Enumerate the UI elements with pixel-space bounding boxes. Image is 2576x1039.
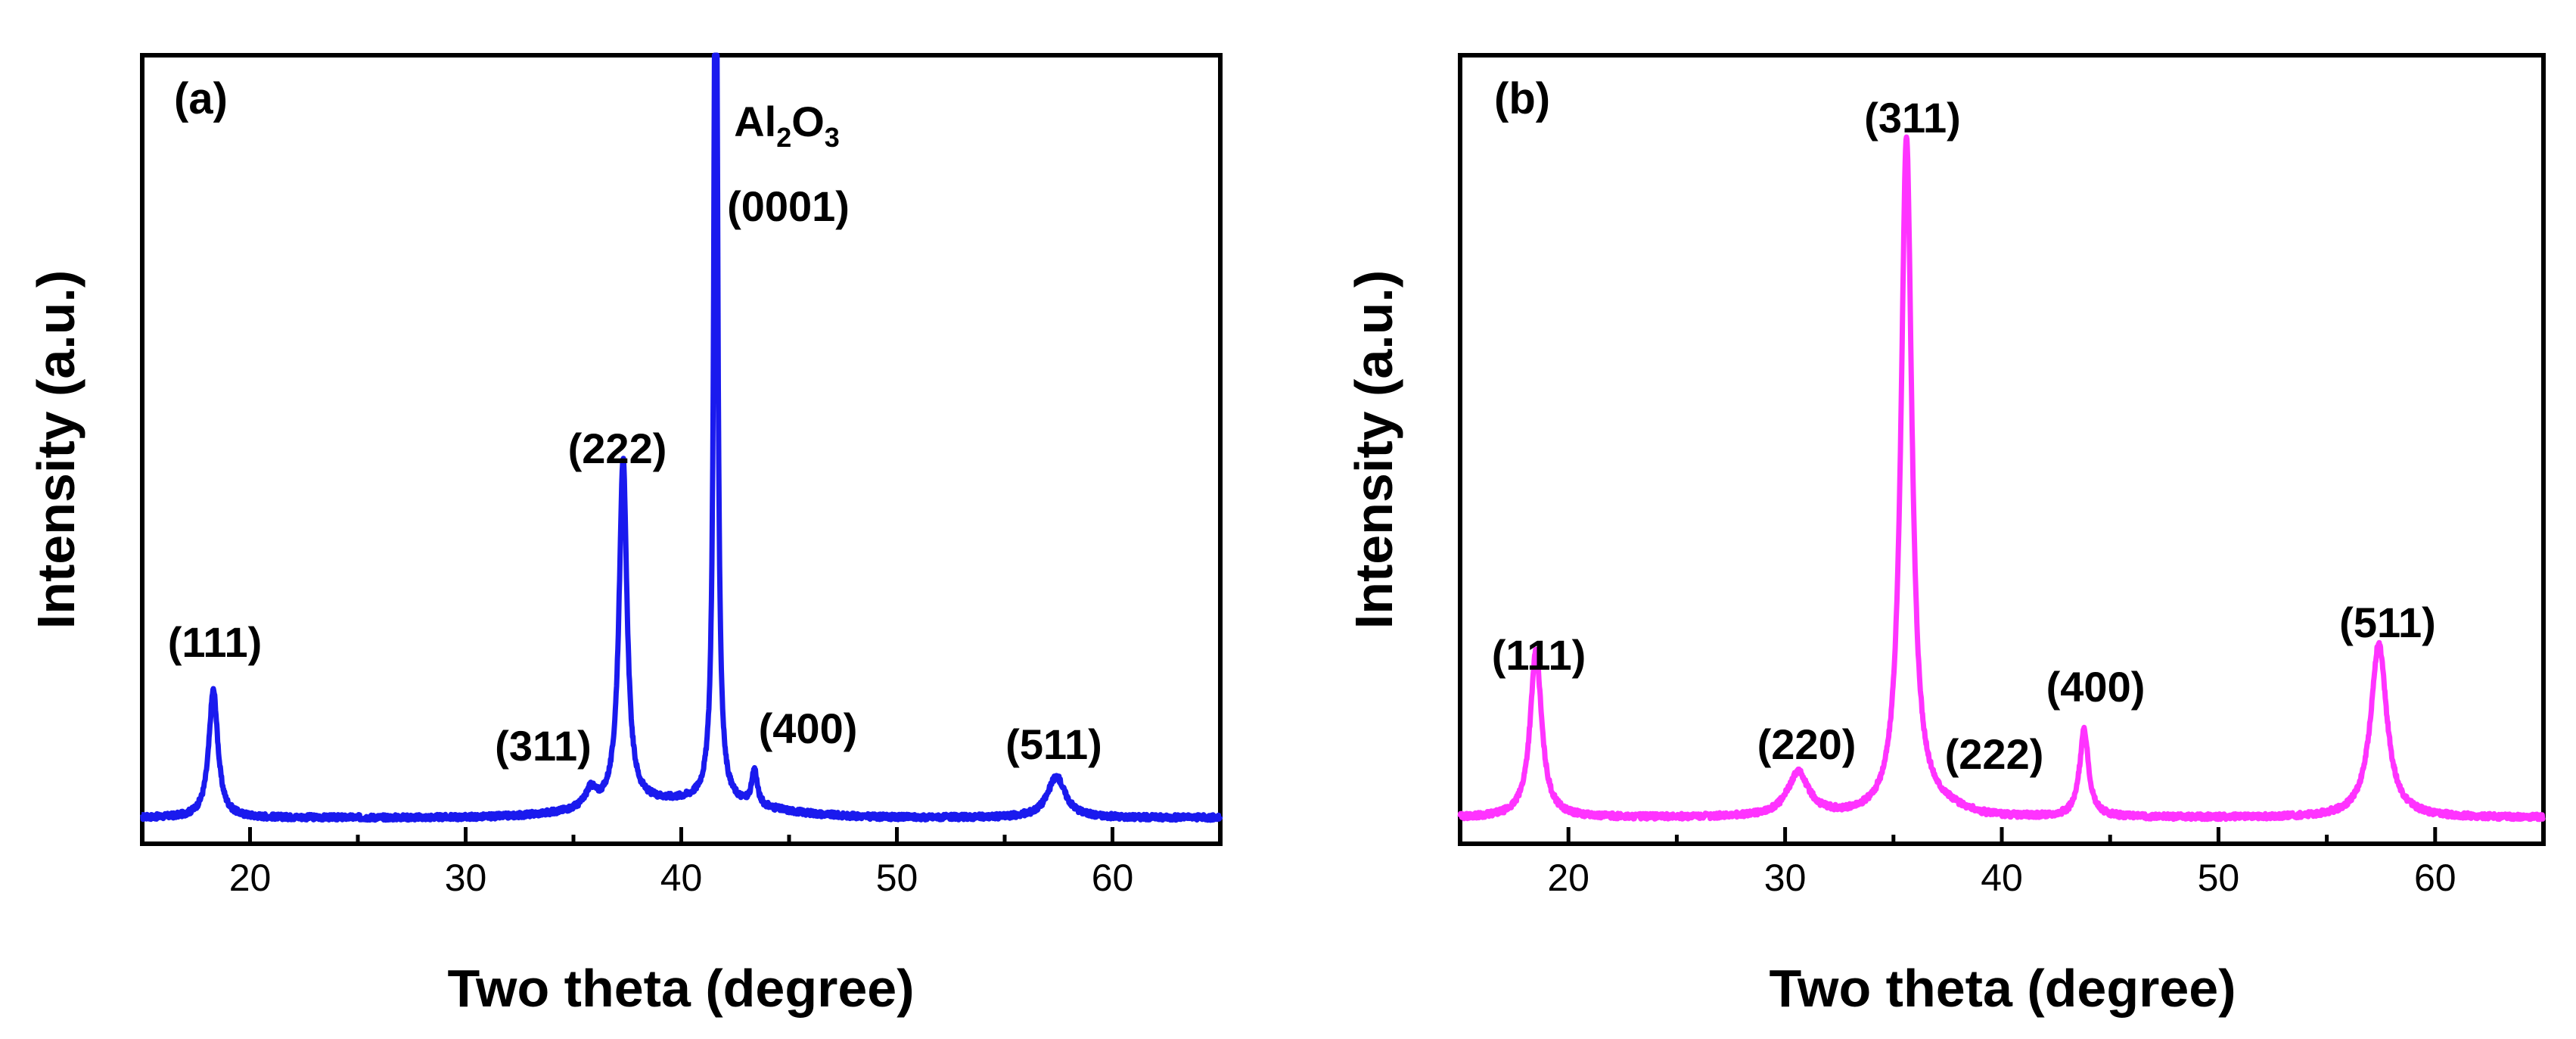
panel-a-y-axis-title: Intensity (a.u.) (26, 270, 85, 629)
panel-a-x-ticks: 20 30 40 50 60 (140, 827, 1223, 899)
panel-b-plot-frame (1458, 53, 2546, 846)
panel-b-peak-label-400: (400) (2046, 663, 2146, 711)
panel-a-label: (a) (174, 74, 228, 123)
panel-a-peak-label-311: (311) (495, 722, 592, 770)
panel-b-x-axis-title: Two theta (degree) (1769, 959, 2236, 1018)
panel-b-x-tick-label-40: 40 (1981, 857, 2023, 899)
panel-b-peak-label-311: (311) (1864, 94, 1961, 142)
panel-b-label: (b) (1494, 74, 1550, 123)
panel-b-x-ticks: 20 30 40 50 60 (1458, 827, 2546, 899)
panel-a-peak-label-400: (400) (759, 705, 858, 752)
panel-b: 20 30 40 50 60 (b) (111) (220) (311) (222) (… (1344, 53, 2546, 1018)
panel-a-peak-label-511: (511) (1005, 720, 1102, 768)
panel-b-series-line (1457, 134, 2546, 823)
panel-b-peak-label-111: (111) (1492, 631, 1586, 679)
panel-a-peak-label-111: (111) (168, 618, 263, 666)
panel-b-peak-label-222: (222) (1945, 730, 2044, 778)
panel-a-x-axis-title: Two theta (degree) (447, 959, 914, 1018)
panel-a-x-tick-label-40: 40 (660, 857, 703, 899)
panel-a-x-tick-label-50: 50 (876, 857, 918, 899)
panel-b-x-tick-label-30: 30 (1764, 857, 1807, 899)
panel-b-peak-label-511: (511) (2339, 599, 2436, 646)
panel-a-substrate-plane: (0001) (727, 182, 850, 230)
panel-a-series-line (140, 52, 1223, 823)
panel-a-peak-label-222: (222) (568, 425, 667, 472)
panel-a-x-tick-label-20: 20 (229, 857, 272, 899)
panel-a-x-tick-label-30: 30 (445, 857, 487, 899)
panel-a-x-tick-label-60: 60 (1092, 857, 1134, 899)
panel-a-substrate-formula: Al2O3 (734, 98, 840, 153)
panel-b-peak-label-220: (220) (1757, 720, 1857, 768)
panel-b-y-axis-title: Intensity (a.u.) (1344, 270, 1403, 629)
panel-b-x-tick-label-60: 60 (2414, 857, 2456, 899)
panel-b-x-tick-label-50: 50 (2198, 857, 2240, 899)
panel-b-x-tick-label-20: 20 (1547, 857, 1589, 899)
panel-a: 20 30 40 50 60 (a) (111) (311) (222) (400) (… (26, 52, 1223, 1018)
